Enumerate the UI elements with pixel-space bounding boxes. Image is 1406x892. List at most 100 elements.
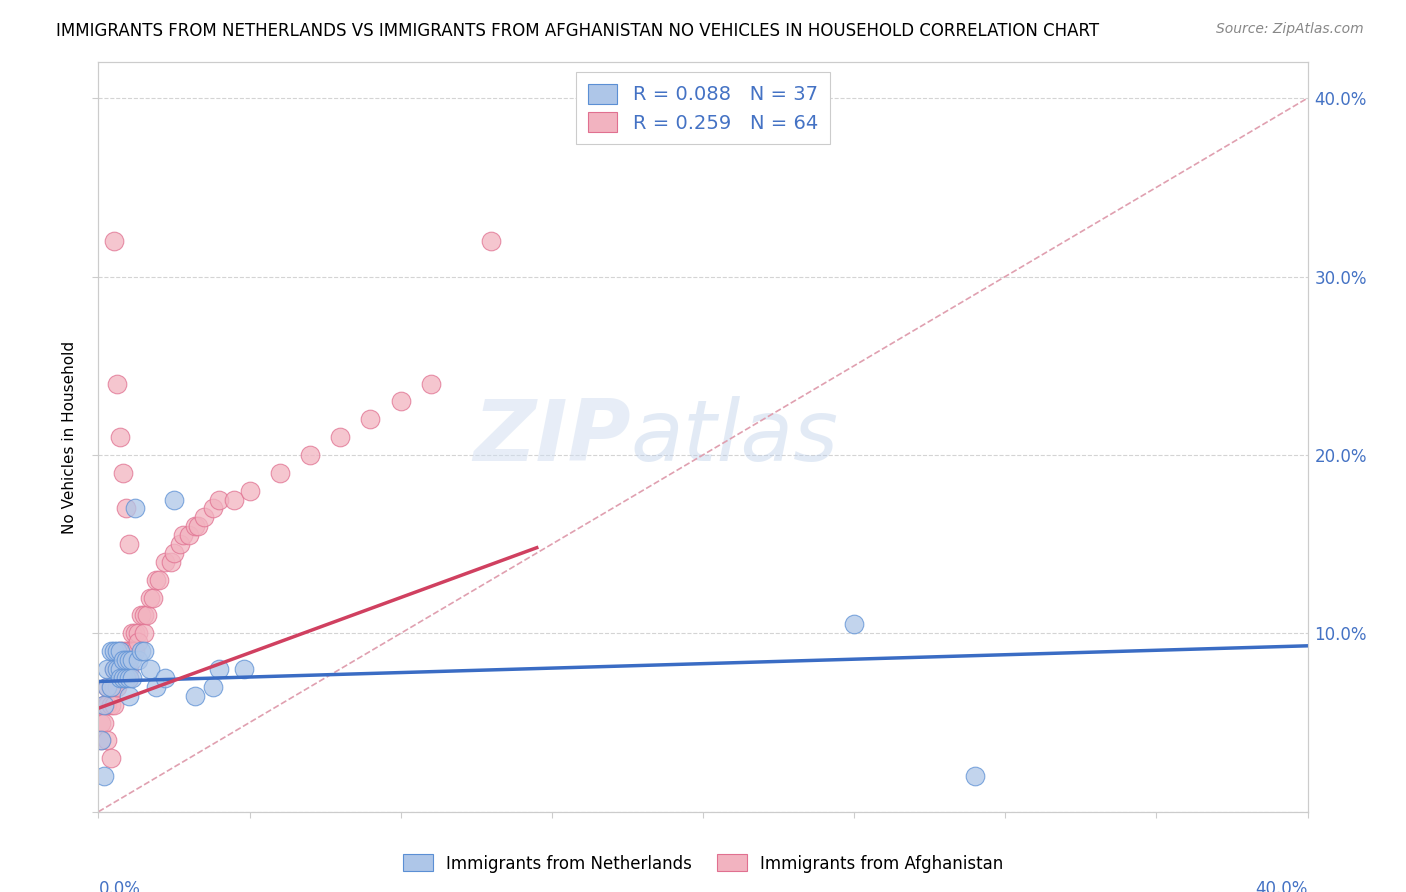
Point	[121, 644, 143, 658]
Point	[118, 689, 141, 703]
Point	[118, 671, 141, 685]
Point	[114, 653, 136, 667]
Point	[163, 492, 186, 507]
Point	[108, 644, 131, 658]
Point	[121, 626, 143, 640]
Point	[121, 653, 143, 667]
Point	[90, 733, 112, 747]
Legend: R = 0.088   N = 37, R = 0.259   N = 64: R = 0.088 N = 37, R = 0.259 N = 64	[576, 72, 830, 145]
Point	[118, 537, 141, 551]
Point	[105, 662, 128, 676]
Point	[100, 644, 122, 658]
Point	[965, 769, 987, 783]
Point	[145, 680, 167, 694]
Point	[360, 412, 382, 426]
Point	[139, 591, 162, 605]
Point	[208, 492, 231, 507]
Point	[127, 626, 149, 640]
Point	[420, 376, 443, 391]
Point	[153, 671, 176, 685]
Point	[90, 715, 112, 730]
Point	[108, 662, 131, 676]
Point	[135, 608, 157, 623]
Point	[103, 680, 125, 694]
Point	[208, 662, 231, 676]
Legend: Immigrants from Netherlands, Immigrants from Afghanistan: Immigrants from Netherlands, Immigrants …	[396, 847, 1010, 880]
Point	[389, 394, 412, 409]
Text: Source: ZipAtlas.com: Source: ZipAtlas.com	[1216, 22, 1364, 37]
Point	[142, 591, 165, 605]
Point	[108, 644, 131, 658]
Point	[118, 671, 141, 685]
Point	[96, 698, 118, 712]
Point	[114, 653, 136, 667]
Point	[160, 555, 183, 569]
Point	[111, 662, 134, 676]
Point	[139, 662, 162, 676]
Text: 0.0%: 0.0%	[98, 880, 141, 892]
Point	[132, 644, 155, 658]
Point	[124, 644, 146, 658]
Point	[93, 698, 115, 712]
Point	[129, 644, 152, 658]
Point	[187, 519, 209, 533]
Point	[184, 519, 207, 533]
Point	[114, 501, 136, 516]
Point	[100, 698, 122, 712]
Point	[118, 653, 141, 667]
Point	[169, 537, 191, 551]
Point	[90, 733, 112, 747]
Text: 40.0%: 40.0%	[1256, 880, 1308, 892]
Point	[132, 608, 155, 623]
Point	[100, 680, 122, 694]
Text: ZIP: ZIP	[472, 395, 630, 479]
Text: IMMIGRANTS FROM NETHERLANDS VS IMMIGRANTS FROM AFGHANISTAN NO VEHICLES IN HOUSEH: IMMIGRANTS FROM NETHERLANDS VS IMMIGRANT…	[56, 22, 1099, 40]
Point	[103, 698, 125, 712]
Point	[124, 501, 146, 516]
Point	[184, 689, 207, 703]
Point	[844, 617, 866, 632]
Point	[96, 733, 118, 747]
Point	[132, 626, 155, 640]
Point	[96, 680, 118, 694]
Text: atlas: atlas	[630, 395, 838, 479]
Point	[103, 644, 125, 658]
Point	[202, 501, 225, 516]
Point	[124, 626, 146, 640]
Point	[232, 662, 254, 676]
Point	[111, 653, 134, 667]
Point	[163, 546, 186, 560]
Point	[239, 483, 262, 498]
Y-axis label: No Vehicles in Household: No Vehicles in Household	[62, 341, 77, 533]
Point	[103, 662, 125, 676]
Point	[103, 662, 125, 676]
Point	[93, 698, 115, 712]
Point	[127, 653, 149, 667]
Point	[121, 671, 143, 685]
Point	[105, 644, 128, 658]
Point	[103, 234, 125, 248]
Point	[153, 555, 176, 569]
Point	[118, 644, 141, 658]
Point	[148, 573, 170, 587]
Point	[145, 573, 167, 587]
Point	[93, 715, 115, 730]
Point	[105, 680, 128, 694]
Point	[114, 671, 136, 685]
Point	[329, 430, 352, 444]
Point	[105, 376, 128, 391]
Point	[96, 680, 118, 694]
Point	[193, 510, 215, 524]
Point	[111, 466, 134, 480]
Point	[179, 528, 201, 542]
Point	[100, 751, 122, 765]
Point	[93, 769, 115, 783]
Point	[224, 492, 246, 507]
Point	[269, 466, 291, 480]
Point	[481, 234, 503, 248]
Point	[111, 671, 134, 685]
Point	[118, 662, 141, 676]
Point	[172, 528, 194, 542]
Point	[127, 635, 149, 649]
Point	[202, 680, 225, 694]
